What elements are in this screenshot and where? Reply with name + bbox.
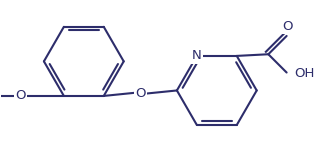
Text: N: N bbox=[192, 49, 202, 62]
Text: OH: OH bbox=[294, 67, 315, 80]
Text: O: O bbox=[15, 89, 26, 102]
Text: O: O bbox=[135, 87, 146, 100]
Text: O: O bbox=[282, 20, 292, 33]
